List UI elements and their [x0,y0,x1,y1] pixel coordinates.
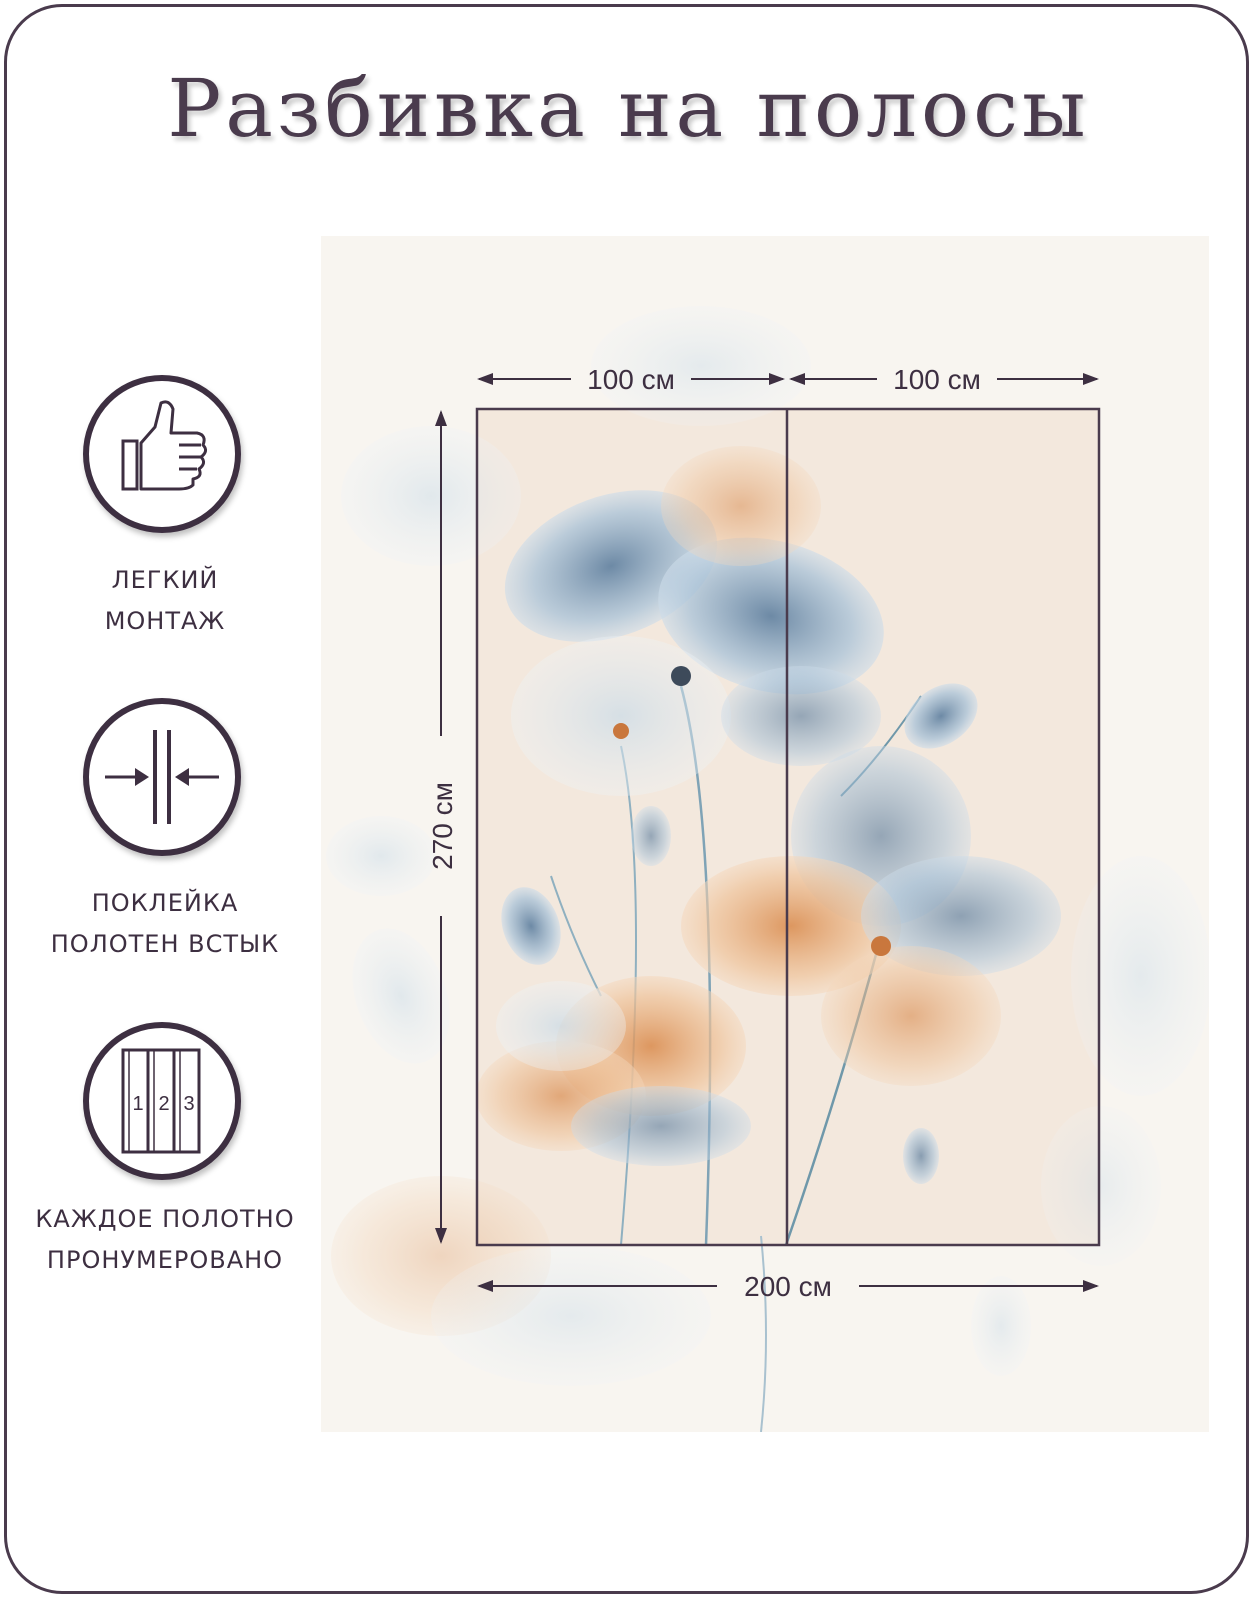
panel-number-2: 2 [158,1093,169,1115]
wallpaper-preview: 100 см 100 см 270 см 200 см [321,236,1209,1432]
feature-label-butt-joint: ПОКЛЕЙКА ПОЛОТЕН ВСТЫК [50,889,280,958]
numbered-panels-icon: 1 2 3 [83,1022,241,1180]
svg-text:100 см: 100 см [893,364,981,395]
feature-label-easy-install: ЛЕГКИЙ МОНТАЖ [104,566,226,635]
butt-joint-icon [83,698,241,856]
wallpaper-artwork: 100 см 100 см 270 см 200 см [326,306,1209,1432]
total-width-dimension: 200 см [477,1271,1099,1302]
panel-number-3: 3 [183,1093,194,1115]
panel-width-dimension-2: 100 см [789,364,1099,395]
height-dimension: 270 см [427,410,458,1244]
svg-text:200 см: 200 см [744,1271,832,1302]
page-title: Разбивка на полосы [167,62,1090,155]
feature-label-numbered: КАЖДОЕ ПОЛОТНО ПРОНУМЕРОВАНО [35,1205,295,1274]
svg-text:100 см: 100 см [587,364,675,395]
thumbs-up-icon [83,375,241,533]
panel-number-1: 1 [132,1093,143,1115]
svg-text:270 см: 270 см [427,782,458,870]
panel-width-dimension-1: 100 см [477,364,785,395]
